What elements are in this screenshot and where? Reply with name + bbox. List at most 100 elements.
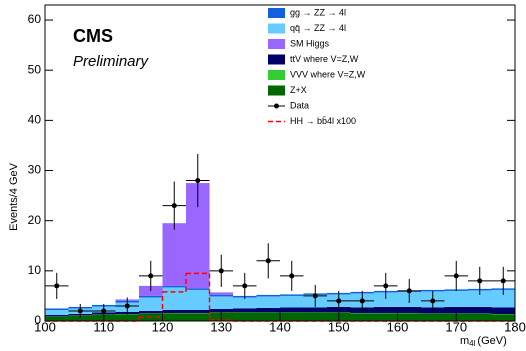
legend-data-marker — [274, 103, 279, 109]
histogram-bar — [397, 313, 421, 321]
histogram-bar — [256, 307, 280, 313]
x-axis-label: m4l (GeV) — [460, 335, 507, 348]
legend-swatch — [268, 8, 285, 18]
data-point — [242, 283, 248, 289]
histogram-bar — [468, 313, 492, 321]
histogram-bar — [45, 308, 69, 310]
legend-swatch — [268, 39, 285, 49]
legend-label: Data — [290, 100, 309, 110]
histogram-bar — [139, 310, 163, 314]
x-tick-label: 130 — [210, 319, 232, 334]
histogram-bar — [280, 295, 304, 308]
data-point — [171, 203, 177, 209]
data-point — [124, 303, 130, 309]
histogram-bar — [139, 313, 163, 314]
legend-label: HH → bb̄4l x100 — [290, 116, 356, 126]
histogram-bar — [45, 316, 69, 321]
histogram-bar — [139, 297, 163, 311]
histogram-bar — [256, 312, 280, 321]
histogram-bar — [209, 292, 233, 295]
legend-swatch — [268, 23, 285, 34]
histogram-bar — [162, 223, 186, 286]
data-point — [336, 298, 342, 304]
histogram-bar — [397, 312, 421, 314]
histogram-bar — [350, 313, 374, 321]
legend-label: SM Higgs — [290, 38, 330, 48]
histogram-bar — [303, 312, 327, 321]
legend-swatch — [268, 70, 285, 80]
data-point — [359, 298, 365, 304]
y-tick-label: 50 — [28, 62, 42, 76]
histogram-bar — [162, 312, 186, 314]
histogram-bar — [491, 314, 515, 321]
histogram-bar — [186, 312, 210, 314]
histogram-bar — [280, 312, 304, 313]
histogram-bar — [374, 292, 398, 307]
histogram-bar — [256, 296, 280, 308]
histogram-bar — [186, 309, 210, 313]
x-tick-label: 120 — [152, 319, 174, 334]
histogram-bar — [139, 295, 163, 298]
data-point — [218, 268, 224, 274]
y-tick-label: 0 — [34, 313, 41, 327]
x-tick-label: 180 — [504, 319, 526, 334]
histogram-bar — [374, 313, 398, 321]
x-tick-label: 160 — [387, 319, 409, 334]
legend-label: gg → ZZ → 4l — [290, 7, 346, 17]
data-point — [265, 258, 271, 264]
histogram-bar — [421, 313, 445, 321]
histogram-bar — [186, 288, 210, 290]
histogram-bar — [280, 307, 304, 313]
histogram-bar — [209, 296, 233, 309]
histogram-bar — [397, 306, 421, 313]
status-label: Preliminary — [73, 53, 150, 70]
data-point — [289, 273, 295, 279]
histogram-bar — [444, 290, 468, 307]
histogram-bar — [491, 307, 515, 314]
y-axis-label: Events/4 GeV — [8, 162, 20, 231]
legend-label: Z+X — [290, 85, 307, 95]
histogram-bar — [45, 309, 69, 315]
x-tick-label: 150 — [328, 319, 350, 334]
data-point — [383, 283, 389, 289]
histogram-bar — [350, 312, 374, 314]
legend-swatch — [268, 85, 285, 96]
histogram-bar — [421, 289, 445, 292]
data-point — [77, 308, 83, 314]
histogram-bar — [45, 314, 69, 317]
data-point — [453, 273, 459, 279]
histogram-bar — [468, 313, 492, 314]
data-point — [101, 308, 107, 314]
x-tick-label: 140 — [269, 319, 291, 334]
x-tick-label: 110 — [93, 319, 114, 334]
histogram-bar — [280, 294, 304, 296]
y-tick-label: 10 — [28, 263, 42, 277]
histogram-bar — [115, 314, 139, 321]
histogram-bar — [162, 287, 186, 310]
x-label-sub: 4l — [469, 339, 475, 348]
histogram-bar — [209, 308, 233, 313]
cms-label: CMS — [73, 26, 113, 46]
histogram-bar — [374, 306, 398, 313]
data-point — [54, 283, 60, 289]
x-tick-label: 100 — [34, 319, 56, 334]
histogram-bar — [468, 290, 492, 307]
histogram-bar — [162, 309, 186, 313]
data-point — [312, 293, 318, 299]
histogram-bar — [233, 308, 257, 313]
histogram-bar — [233, 312, 257, 321]
legend-label: qq̄ → ZZ → 4l — [290, 23, 346, 33]
histogram-bar — [233, 297, 257, 309]
histogram-bar — [303, 307, 327, 313]
histogram-bar — [233, 312, 257, 313]
histogram-bar — [491, 289, 515, 308]
data-point — [406, 288, 412, 294]
histogram-bar — [209, 294, 233, 297]
histogram-bar — [68, 315, 92, 321]
data-point — [148, 273, 154, 279]
data-point — [500, 278, 506, 284]
histogram-bar — [256, 294, 280, 297]
histogram-bar — [444, 306, 468, 314]
legend-label: ttV where V=Z,W — [290, 54, 359, 64]
